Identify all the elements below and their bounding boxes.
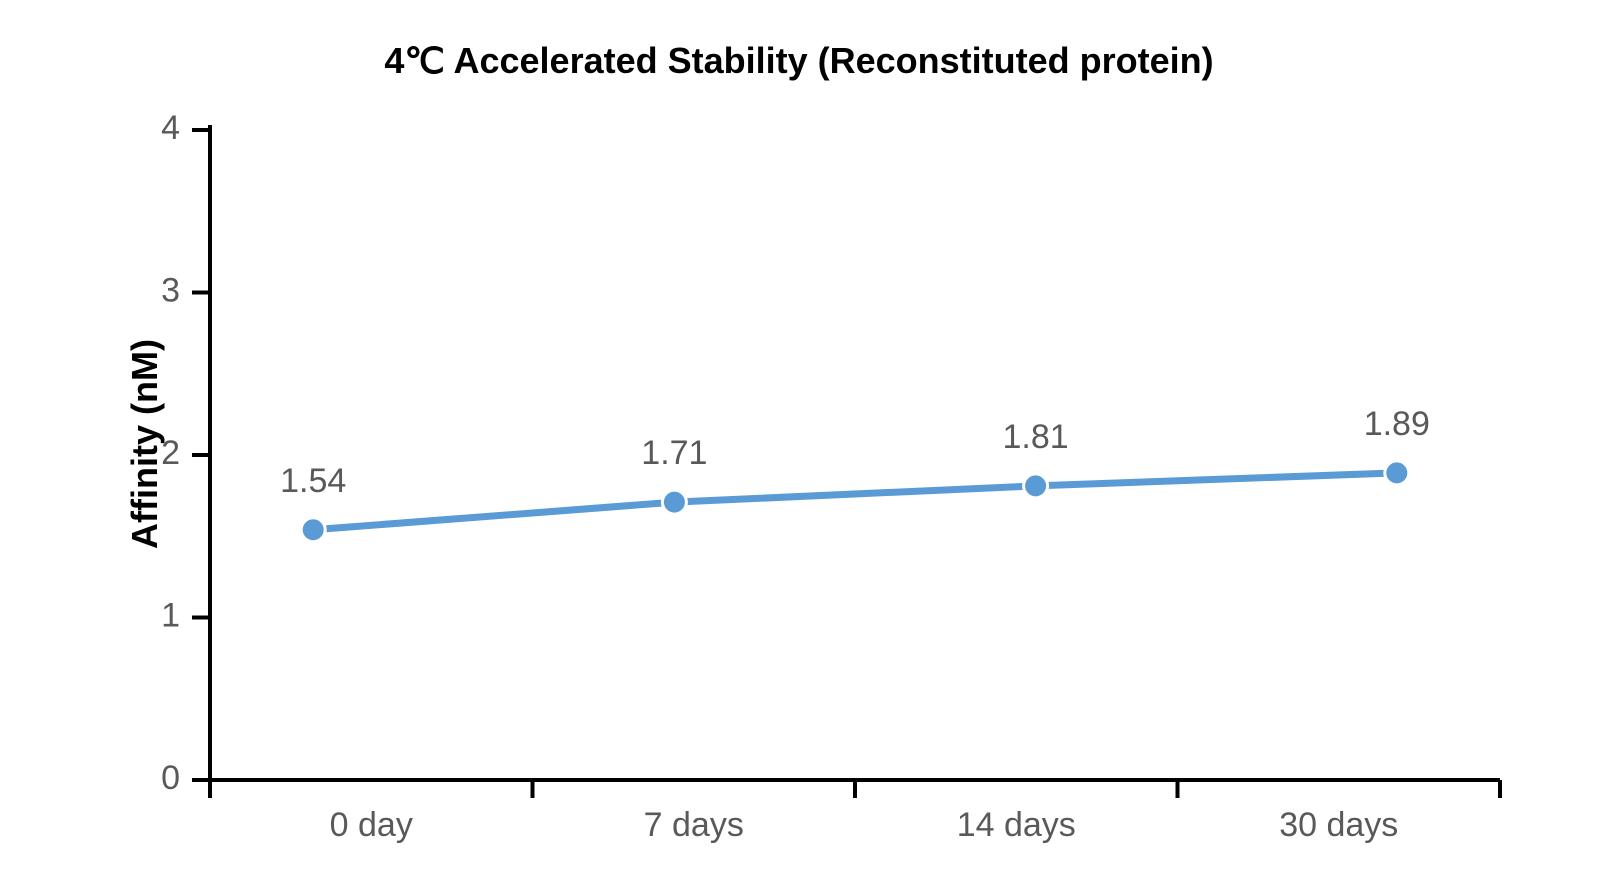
data-label: 1.71 (641, 434, 707, 472)
data-label: 1.81 (1003, 418, 1069, 456)
data-point (1024, 474, 1048, 498)
y-tick-label: 4 (161, 109, 180, 147)
y-tick-label: 2 (161, 434, 180, 472)
x-tick-label: 14 days (957, 806, 1076, 844)
data-label: 1.54 (280, 462, 346, 500)
data-point (662, 490, 686, 514)
data-label: 1.89 (1364, 405, 1430, 443)
x-tick-label: 0 day (330, 806, 413, 844)
y-tick-label: 0 (161, 759, 180, 797)
data-point (1385, 461, 1409, 485)
x-tick-label: 7 days (644, 806, 744, 844)
x-tick-label: 30 days (1279, 806, 1398, 844)
series-line (313, 473, 1397, 530)
stability-chart: 4℃ Accelerated Stability (Reconstituted … (0, 0, 1598, 888)
chart-svg: 0 1 2 3 4 0 day 7 days 14 days 30 days 1.54 1.71 1.… (0, 0, 1598, 888)
y-tick-label: 1 (161, 596, 180, 634)
y-tick-label: 3 (161, 271, 180, 309)
data-point (301, 518, 325, 542)
